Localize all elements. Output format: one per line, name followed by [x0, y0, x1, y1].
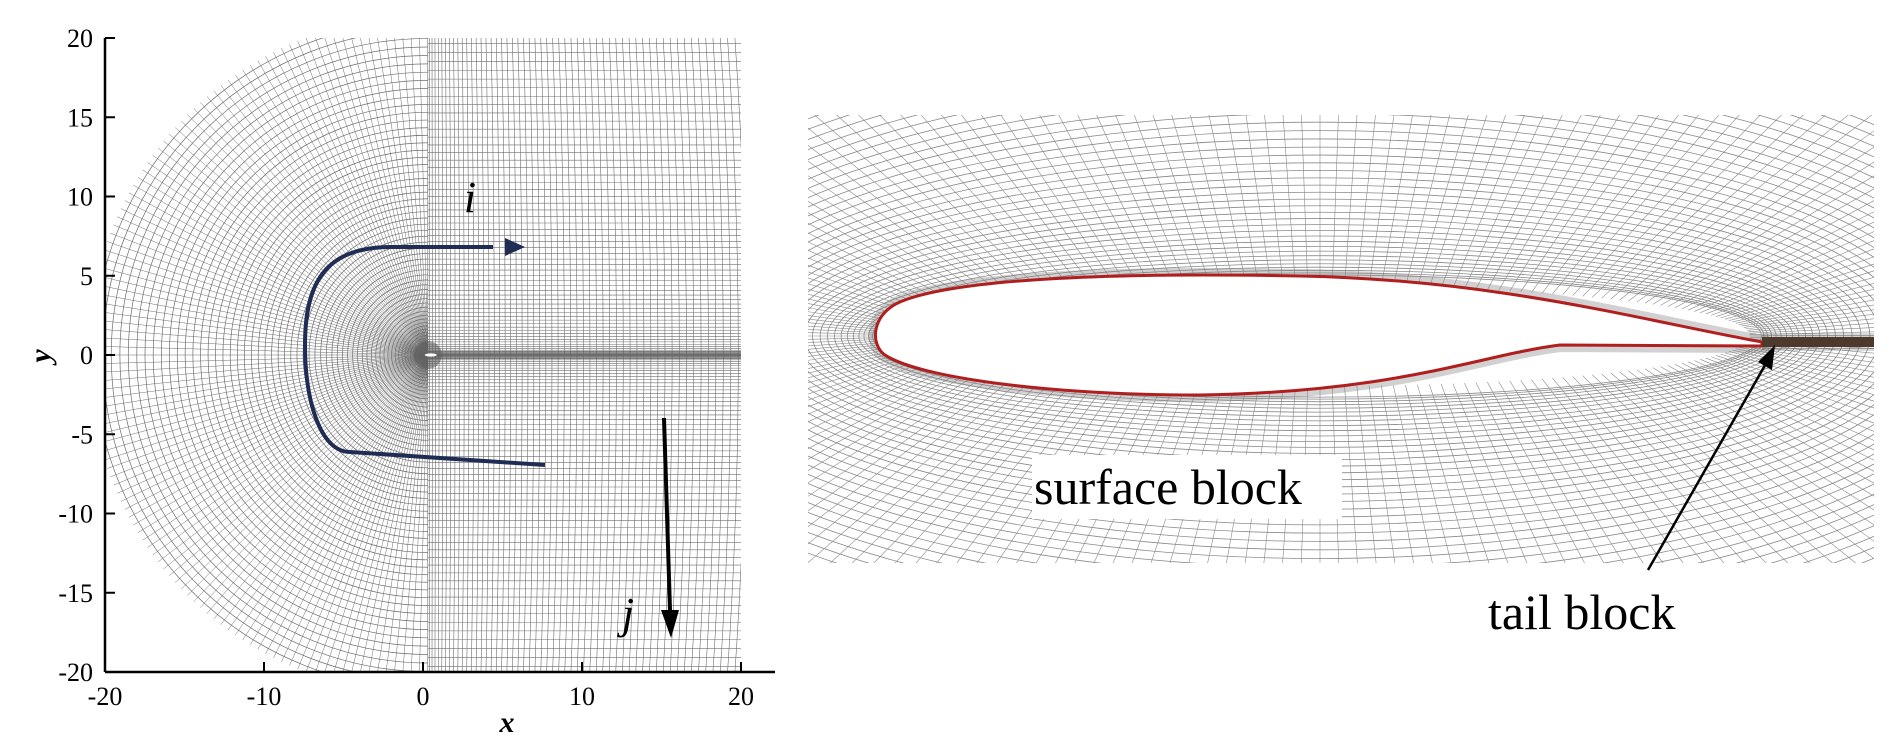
x-tick-label: -10	[247, 682, 282, 711]
y-tick-label: 20	[67, 24, 93, 53]
y-axis-label: y	[24, 349, 57, 366]
right-grid-panel: surface block tail block	[808, 115, 1874, 640]
tail-block-strip	[1762, 337, 1874, 347]
y-tick-label: 0	[80, 341, 93, 370]
j-direction-line	[662, 417, 672, 611]
tail-pointer-arrowhead	[1758, 345, 1775, 370]
y-tick-label: 15	[67, 103, 93, 132]
tail-pointer-line	[1646, 359, 1770, 571]
y-tick-label: -10	[58, 500, 93, 529]
y-tick-label: 10	[67, 183, 93, 212]
x-axis-label: x	[499, 706, 515, 738]
j-arrowhead	[661, 610, 679, 638]
surface-label-background	[1032, 455, 1342, 519]
left-grid-panel: -20 -10 0 10 20 20 15 10 5 0 -5 -10 -15 -20 x y i j	[24, 24, 775, 738]
y-tick-label: -15	[58, 579, 93, 608]
x-tick-label: 20	[728, 682, 754, 711]
x-tick-label: 0	[417, 682, 430, 711]
i-index-label: i	[464, 173, 476, 222]
i-direction-curve	[302, 245, 546, 467]
left-ticks: -20 -10 0 10 20 20 15 10 5 0 -5 -10 -15 -20	[58, 24, 754, 711]
x-tick-label: 10	[569, 682, 595, 711]
y-tick-label: -5	[71, 420, 93, 449]
y-tick-label: -20	[58, 658, 93, 687]
j-index-label: j	[617, 589, 634, 638]
airfoil-surface-outline	[873, 273, 1764, 397]
c-grid-mesh	[105, 38, 741, 672]
tail-block-label: tail block	[1488, 584, 1675, 640]
surface-block-label: surface block	[1034, 459, 1302, 515]
y-tick-label: 5	[80, 262, 93, 291]
i-arrowhead	[505, 238, 525, 256]
x-tick-label: -20	[88, 682, 123, 711]
